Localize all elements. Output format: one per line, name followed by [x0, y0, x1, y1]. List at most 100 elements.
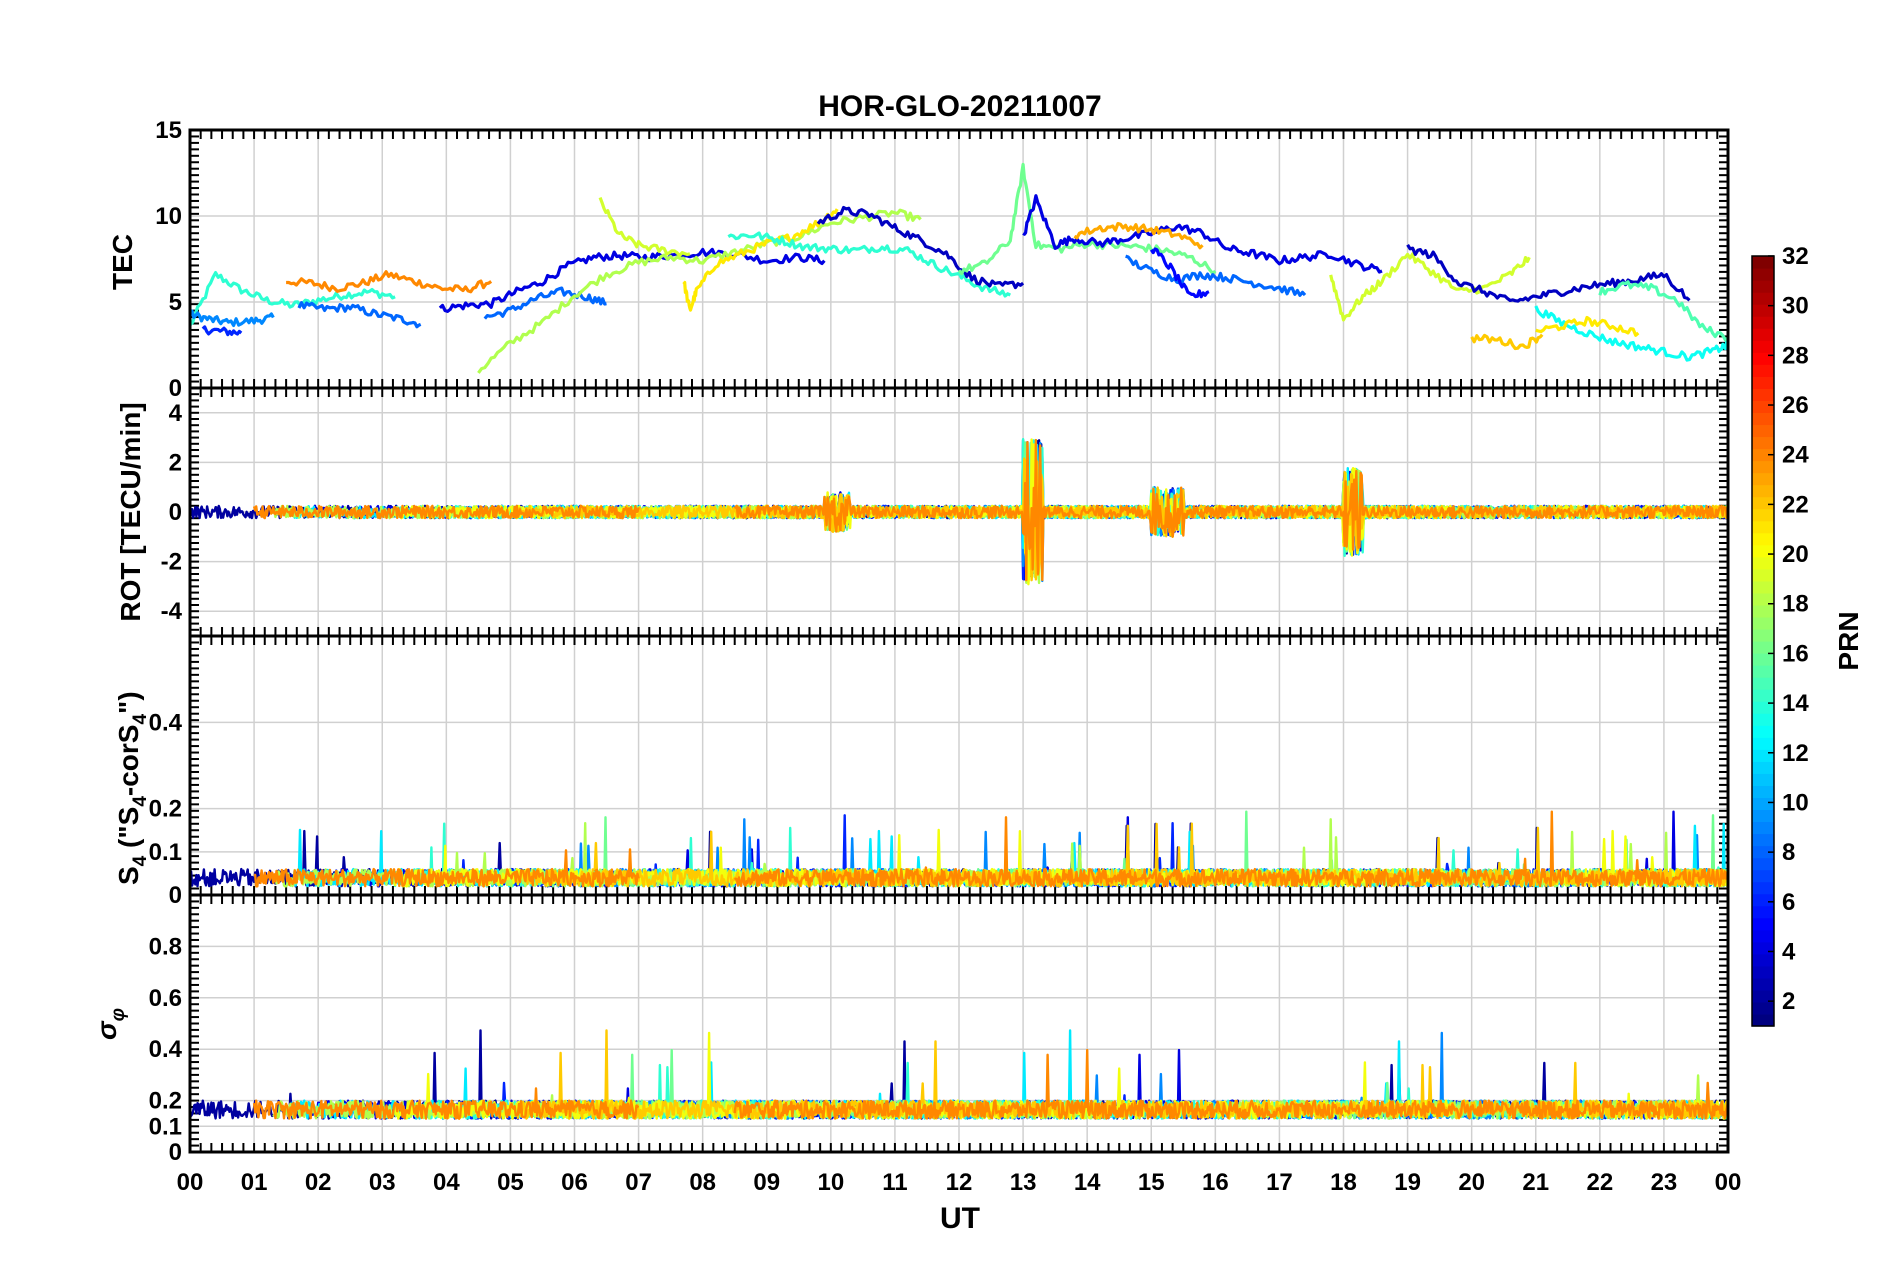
y-tick-label: 0	[169, 882, 182, 909]
y-tick-label: 5	[169, 289, 182, 316]
y-tick-label: -4	[161, 598, 183, 625]
tec-series-prn-8	[483, 286, 607, 320]
tec-series-prn-21	[682, 208, 839, 312]
y-tick-label: 0.2	[149, 796, 182, 823]
tec-series-prn-6	[201, 325, 243, 337]
y-tick-label: 15	[155, 117, 182, 144]
tec-series-prn-21	[1535, 315, 1640, 337]
colorbar-cell	[1752, 556, 1774, 570]
y-tick-label: -2	[161, 549, 182, 576]
y-axis-label-s4: S4 ("S4-corS4")	[113, 691, 151, 885]
sigma-series-prn-24	[252, 1087, 640, 1120]
colorbar-cell	[1752, 953, 1774, 967]
colorbar-tick-label: 22	[1782, 491, 1809, 518]
colorbar-cell	[1752, 665, 1774, 678]
x-tick-label: 06	[561, 1169, 588, 1196]
tec-series-prn-3	[1406, 243, 1691, 303]
colorbar-cell	[1752, 496, 1774, 510]
panel-sigma: 00.10.2 0.4 0.6 0.8	[149, 893, 1730, 1166]
panel-tec: 0 5 10 15	[155, 117, 1730, 402]
y-tick-label: 0.8	[149, 933, 182, 960]
colorbar-cell	[1752, 616, 1774, 630]
y-tick-label: 0.6	[149, 985, 182, 1012]
colorbar-cell	[1752, 977, 1774, 991]
colorbar-tick-label: 16	[1782, 640, 1809, 667]
colorbar-cell	[1752, 568, 1774, 582]
colorbar-cell	[1752, 280, 1774, 293]
colorbar-tick-label: 18	[1782, 591, 1809, 618]
colorbar-cell	[1752, 905, 1774, 919]
x-tick-label: 01	[241, 1169, 268, 1196]
colorbar-cell	[1752, 857, 1774, 871]
x-tick-label: 13	[1010, 1169, 1037, 1196]
colorbar-cell	[1752, 604, 1774, 618]
tec-series-prn-15	[1598, 280, 1729, 342]
colorbar-label: PRN	[1833, 611, 1864, 670]
x-tick-label: 19	[1394, 1169, 1421, 1196]
panel-frame	[188, 893, 1730, 1154]
tec-series-prn-3	[816, 205, 1025, 290]
colorbar-cell	[1752, 989, 1774, 1003]
colorbar-tick-label: 26	[1782, 392, 1809, 419]
colorbar-cell	[1752, 472, 1774, 486]
colorbar-cell	[1752, 713, 1774, 726]
x-tick-label: 11	[882, 1169, 907, 1196]
rot-series-prn-18	[272, 468, 1108, 585]
colorbar-cell	[1752, 532, 1774, 546]
x-tick-label: 02	[305, 1169, 332, 1196]
x-tick-label: 16	[1202, 1169, 1229, 1196]
y-tick-label: 0	[169, 1139, 182, 1166]
colorbar-cell	[1752, 1001, 1774, 1015]
s4-series-prn-24	[253, 848, 640, 888]
x-tick-label: 22	[1586, 1169, 1613, 1196]
tec-series-prn-19	[1329, 252, 1531, 322]
colorbar-cell	[1752, 316, 1774, 329]
rot-series-prn-24	[733, 438, 1730, 582]
panel-s4: 0 0.1 0.2 0.4	[149, 634, 1730, 909]
colorbar-cell	[1752, 1013, 1774, 1027]
colorbar-cell	[1752, 304, 1774, 317]
colorbar-cell	[1752, 821, 1774, 835]
x-tick-label: 00	[177, 1169, 204, 1196]
colorbar-cell	[1752, 628, 1774, 642]
colorbar-cell	[1752, 484, 1774, 498]
colorbar-cell	[1752, 749, 1774, 762]
tec-series-prn-14	[727, 231, 1012, 298]
colorbar-cell	[1752, 388, 1774, 401]
tec-series-prn-13	[1534, 305, 1730, 362]
x-tick-label: 23	[1651, 1169, 1678, 1196]
colorbar-cell	[1752, 376, 1774, 389]
colorbar-cell	[1752, 773, 1774, 786]
colorbar-cell	[1752, 785, 1774, 799]
x-tick-label: 05	[497, 1169, 524, 1196]
rot-series-prn-24	[252, 504, 640, 520]
colorbar-tick-label: 6	[1782, 889, 1795, 916]
colorbar-cell	[1752, 448, 1774, 462]
sigma-series-prn-24	[733, 1048, 1730, 1120]
colorbar-cell	[1752, 520, 1774, 534]
colorbar-cell	[1752, 917, 1774, 931]
colorbar-cell	[1752, 833, 1774, 847]
colorbar-tick-label: 14	[1782, 690, 1809, 717]
y-tick-label: 4	[169, 400, 183, 427]
tec-series-prn-5	[1149, 247, 1210, 299]
tec-series-prn-14	[188, 271, 396, 327]
tec-series-prn-23	[1073, 222, 1204, 250]
y-axis-label-tec: TEC	[107, 234, 138, 290]
s4-series-prn-22	[1662, 868, 1729, 888]
colorbar-cell	[1752, 701, 1774, 714]
colorbar-cell	[1752, 797, 1774, 811]
s4-series-prn-24	[733, 810, 1730, 888]
tec-series-prn-9	[188, 309, 275, 328]
x-tick-label: 14	[1074, 1169, 1101, 1196]
colorbar-cell	[1752, 400, 1774, 414]
colorbar-tick-label: 12	[1782, 740, 1809, 767]
tec-series-prn-8	[297, 301, 422, 329]
y-axis-label-sigma: σφ	[91, 1008, 129, 1040]
colorbar-tick-label: 20	[1782, 541, 1809, 568]
colorbar-cell	[1752, 761, 1774, 774]
colorbar-cell	[1752, 689, 1774, 702]
colorbar-cell	[1752, 737, 1774, 750]
